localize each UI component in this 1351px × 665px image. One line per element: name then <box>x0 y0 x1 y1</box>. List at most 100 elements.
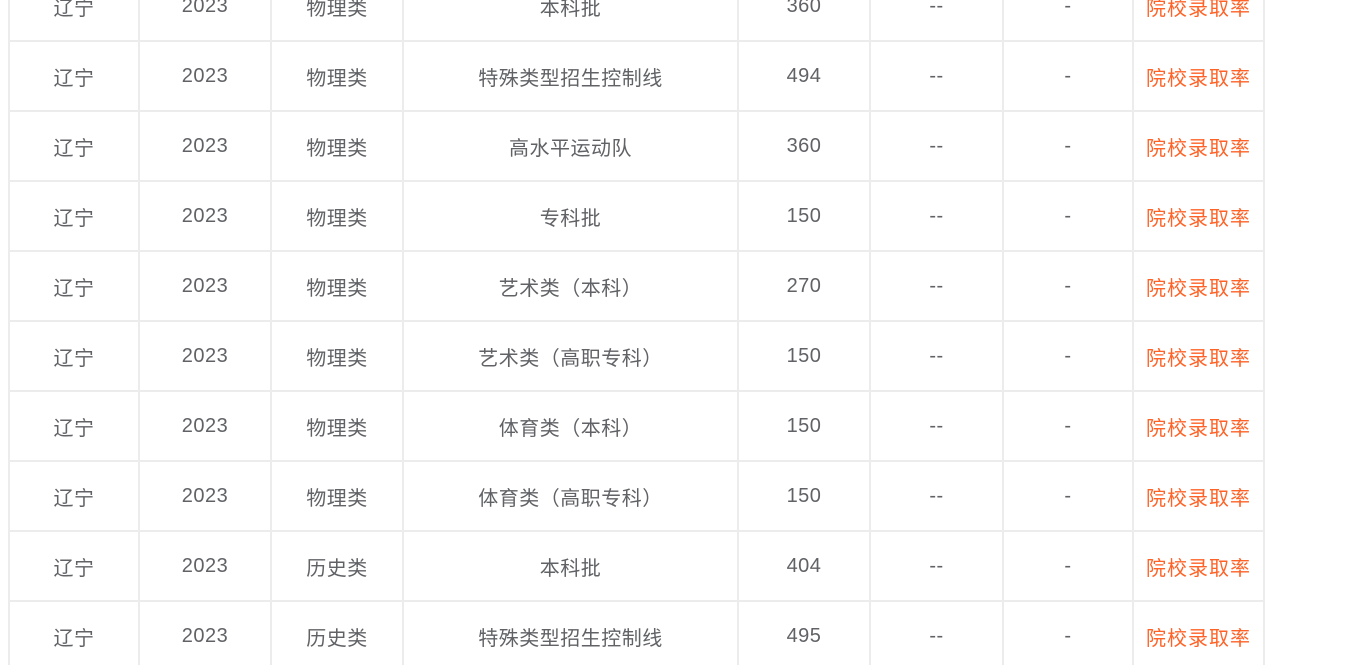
cell-dash-double: -- <box>869 180 1004 252</box>
cell-batch: 体育类（本科） <box>402 390 739 462</box>
cell-admission-rate: 院校录取率 <box>1132 600 1265 665</box>
cell-dash-single: - <box>1002 180 1134 252</box>
cell-admission-rate: 院校录取率 <box>1132 250 1265 322</box>
table-row: 辽宁 2023 物理类 高水平运动队 360 -- - 院校录取率 <box>8 110 1265 182</box>
cell-admission-rate: 院校录取率 <box>1132 0 1265 42</box>
cell-province: 辽宁 <box>8 180 140 252</box>
cell-province: 辽宁 <box>8 250 140 322</box>
cell-dash-double: -- <box>869 460 1004 532</box>
cell-year: 2023 <box>138 320 272 392</box>
cell-score: 150 <box>737 460 871 532</box>
cell-dash-single: - <box>1002 110 1134 182</box>
cell-province: 辽宁 <box>8 530 140 602</box>
cell-score: 360 <box>737 0 871 42</box>
cell-admission-rate: 院校录取率 <box>1132 180 1265 252</box>
cell-track: 物理类 <box>270 180 404 252</box>
cell-year: 2023 <box>138 110 272 182</box>
cell-batch: 特殊类型招生控制线 <box>402 40 739 112</box>
cell-score: 360 <box>737 110 871 182</box>
admission-rate-link[interactable]: 院校录取率 <box>1146 347 1251 370</box>
table-row: 辽宁 2023 物理类 本科批 360 -- - 院校录取率 <box>8 0 1265 42</box>
table-row: 辽宁 2023 历史类 本科批 404 -- - 院校录取率 <box>8 530 1265 602</box>
cell-dash-double: -- <box>869 250 1004 322</box>
cell-province: 辽宁 <box>8 110 140 182</box>
cell-score: 150 <box>737 390 871 462</box>
cell-batch: 体育类（高职专科） <box>402 460 739 532</box>
cell-admission-rate: 院校录取率 <box>1132 460 1265 532</box>
cell-dash-double: -- <box>869 390 1004 462</box>
score-line-table: 辽宁 2023 物理类 本科批 360 -- - 院校录取率 辽宁 2023 物理类 特殊类型招生控制… <box>8 0 1265 665</box>
cell-track: 历史类 <box>270 530 404 602</box>
cell-score: 404 <box>737 530 871 602</box>
admission-rate-link[interactable]: 院校录取率 <box>1146 487 1251 510</box>
cell-province: 辽宁 <box>8 460 140 532</box>
cell-batch: 本科批 <box>402 530 739 602</box>
cell-score: 150 <box>737 320 871 392</box>
cell-year: 2023 <box>138 460 272 532</box>
admission-rate-link[interactable]: 院校录取率 <box>1146 627 1251 650</box>
cell-batch: 艺术类（本科） <box>402 250 739 322</box>
table-row: 辽宁 2023 物理类 专科批 150 -- - 院校录取率 <box>8 180 1265 252</box>
score-line-table-container: 辽宁 2023 物理类 本科批 360 -- - 院校录取率 辽宁 2023 物理类 特殊类型招生控制… <box>8 0 1265 665</box>
cell-year: 2023 <box>138 390 272 462</box>
admission-rate-link[interactable]: 院校录取率 <box>1146 67 1251 90</box>
cell-dash-single: - <box>1002 250 1134 322</box>
cell-score: 270 <box>737 250 871 322</box>
cell-province: 辽宁 <box>8 320 140 392</box>
cell-batch: 专科批 <box>402 180 739 252</box>
cell-province: 辽宁 <box>8 600 140 665</box>
cell-dash-double: -- <box>869 600 1004 665</box>
cell-year: 2023 <box>138 0 272 42</box>
cell-dash-single: - <box>1002 0 1134 42</box>
cell-year: 2023 <box>138 600 272 665</box>
cell-dash-single: - <box>1002 40 1134 112</box>
cell-year: 2023 <box>138 250 272 322</box>
cell-batch: 本科批 <box>402 0 739 42</box>
cell-score: 494 <box>737 40 871 112</box>
cell-year: 2023 <box>138 40 272 112</box>
table-row: 辽宁 2023 物理类 艺术类（高职专科） 150 -- - 院校录取率 <box>8 320 1265 392</box>
admission-rate-link[interactable]: 院校录取率 <box>1146 207 1251 230</box>
admission-rate-link[interactable]: 院校录取率 <box>1146 137 1251 160</box>
cell-province: 辽宁 <box>8 0 140 42</box>
cell-batch: 特殊类型招生控制线 <box>402 600 739 665</box>
cell-batch: 艺术类（高职专科） <box>402 320 739 392</box>
cell-dash-single: - <box>1002 320 1134 392</box>
cell-dash-single: - <box>1002 530 1134 602</box>
cell-admission-rate: 院校录取率 <box>1132 320 1265 392</box>
cell-track: 物理类 <box>270 390 404 462</box>
cell-track: 物理类 <box>270 40 404 112</box>
cell-batch: 高水平运动队 <box>402 110 739 182</box>
cell-track: 物理类 <box>270 320 404 392</box>
cell-admission-rate: 院校录取率 <box>1132 530 1265 602</box>
table-row: 辽宁 2023 物理类 艺术类（本科） 270 -- - 院校录取率 <box>8 250 1265 322</box>
admission-rate-link[interactable]: 院校录取率 <box>1146 277 1251 300</box>
cell-dash-double: -- <box>869 40 1004 112</box>
table-row: 辽宁 2023 历史类 特殊类型招生控制线 495 -- - 院校录取率 <box>8 600 1265 665</box>
cell-score: 150 <box>737 180 871 252</box>
cell-track: 物理类 <box>270 110 404 182</box>
admission-rate-link[interactable]: 院校录取率 <box>1146 417 1251 440</box>
cell-track: 物理类 <box>270 0 404 42</box>
cell-admission-rate: 院校录取率 <box>1132 40 1265 112</box>
cell-admission-rate: 院校录取率 <box>1132 110 1265 182</box>
cell-track: 物理类 <box>270 460 404 532</box>
cell-province: 辽宁 <box>8 40 140 112</box>
table-row: 辽宁 2023 物理类 特殊类型招生控制线 494 -- - 院校录取率 <box>8 40 1265 112</box>
admission-rate-link[interactable]: 院校录取率 <box>1146 0 1251 20</box>
cell-track: 物理类 <box>270 250 404 322</box>
admission-rate-link[interactable]: 院校录取率 <box>1146 557 1251 580</box>
cell-province: 辽宁 <box>8 390 140 462</box>
cell-dash-double: -- <box>869 0 1004 42</box>
cell-dash-single: - <box>1002 600 1134 665</box>
cell-score: 495 <box>737 600 871 665</box>
cell-track: 历史类 <box>270 600 404 665</box>
table-row: 辽宁 2023 物理类 体育类（高职专科） 150 -- - 院校录取率 <box>8 460 1265 532</box>
cell-dash-single: - <box>1002 460 1134 532</box>
cell-dash-double: -- <box>869 320 1004 392</box>
cell-admission-rate: 院校录取率 <box>1132 390 1265 462</box>
cell-year: 2023 <box>138 530 272 602</box>
cell-dash-double: -- <box>869 530 1004 602</box>
cell-dash-single: - <box>1002 390 1134 462</box>
